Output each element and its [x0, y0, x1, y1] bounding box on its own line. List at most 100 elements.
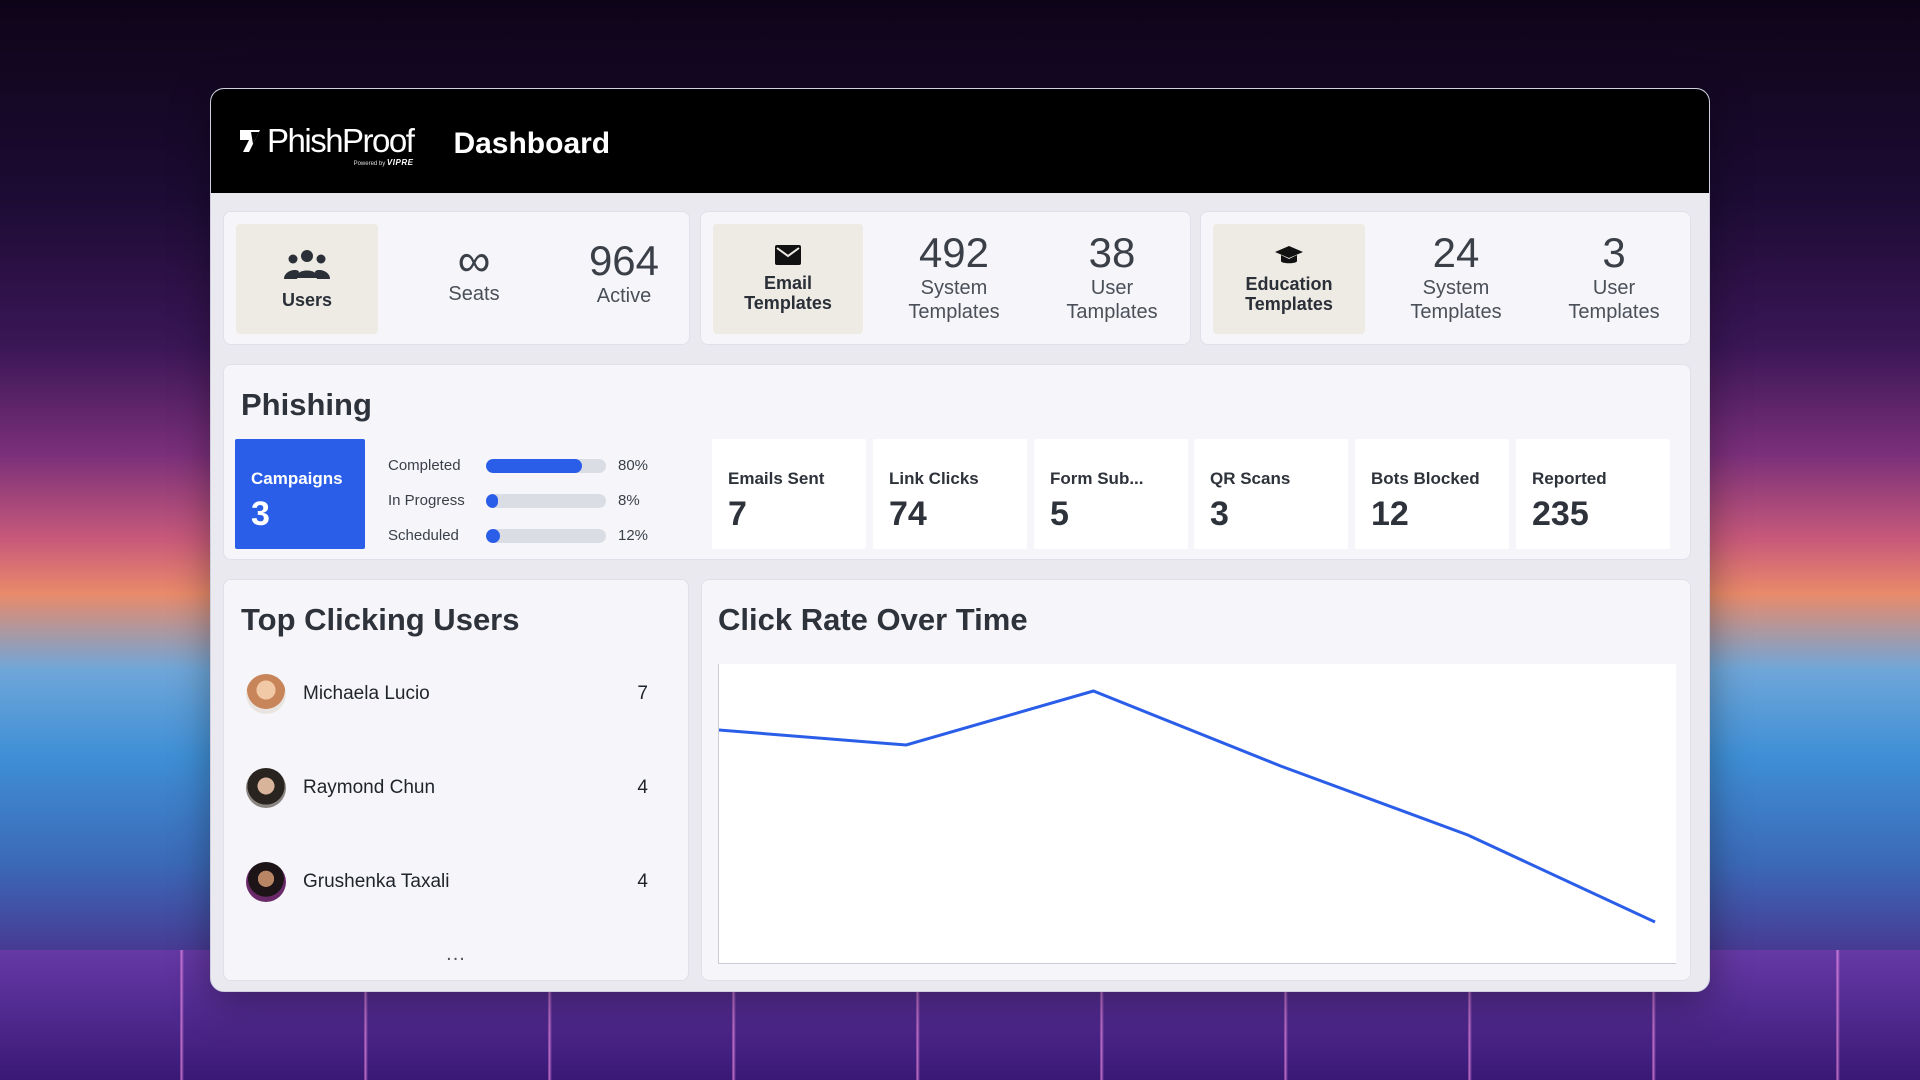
- education-user-value: 3: [1602, 229, 1626, 276]
- seats-value: ∞: [457, 234, 491, 286]
- metric-value: 12: [1371, 495, 1409, 533]
- email-user-label-1: User: [1090, 277, 1134, 299]
- progress-fill: [486, 493, 498, 508]
- metric-value: 7: [728, 495, 747, 533]
- campaigns-label: Campaigns: [251, 469, 343, 488]
- education-system-templates-stat: 24 System Templates: [1381, 230, 1531, 324]
- phishing-card: Phishing Campaigns 3 Completed 80% In Pr…: [223, 364, 1691, 560]
- chart-title: Click Rate Over Time: [718, 602, 1028, 637]
- campaigns-value: 3: [251, 495, 270, 533]
- metric-reported[interactable]: Reported 235: [1516, 439, 1670, 549]
- metric-label: Form Sub...: [1050, 469, 1144, 488]
- email-templates-card: Email Templates 492 System Templates 38 …: [700, 211, 1191, 345]
- click-rate-card: Click Rate Over Time: [701, 579, 1691, 981]
- metric-bots-blocked[interactable]: Bots Blocked 12: [1355, 439, 1509, 549]
- education-system-value: 24: [1432, 229, 1480, 276]
- education-templates-label-2: Templates: [1245, 294, 1333, 314]
- email-user-templates-stat: 38 User Tamplates: [1037, 230, 1187, 324]
- education-system-label-1: System: [1422, 277, 1490, 299]
- metric-form-submissions[interactable]: Form Sub... 5: [1034, 439, 1188, 549]
- user-name: Grushenka Taxali: [303, 871, 450, 892]
- brand-subtitle: Powered by VIPRE: [353, 158, 414, 167]
- more-users-button[interactable]: ...: [446, 943, 466, 965]
- metric-label: Link Clicks: [889, 469, 979, 488]
- chart-plot-area: [718, 664, 1676, 964]
- user-click-count: 7: [637, 683, 648, 704]
- progress-percent: 80%: [618, 457, 649, 474]
- metric-label: QR Scans: [1210, 469, 1291, 488]
- user-row[interactable]: Michaela Lucio 7: [246, 672, 648, 716]
- progress-percent: 12%: [618, 527, 649, 544]
- progress-label: Scheduled: [388, 527, 459, 544]
- email-user-value: 38: [1088, 229, 1136, 276]
- metric-value: 3: [1210, 495, 1229, 533]
- education-user-templates-stat: 3 User Templates: [1539, 230, 1689, 324]
- avatar: [246, 674, 286, 714]
- avatar: [246, 768, 286, 808]
- users-icon: [284, 250, 330, 279]
- seats-stat: ∞ Seats: [404, 234, 544, 306]
- progress-fill: [486, 458, 582, 473]
- user-click-count: 4: [637, 777, 648, 798]
- email-system-label-1: System: [920, 277, 988, 299]
- user-click-count: 4: [637, 871, 648, 892]
- page-title: Dashboard: [453, 127, 611, 160]
- stats-row: Users ∞ Seats 964 Active Email Templates: [223, 211, 1691, 347]
- metric-label: Bots Blocked: [1371, 469, 1480, 488]
- progress-track: [486, 458, 606, 473]
- user-name: Michaela Lucio: [303, 683, 430, 704]
- progress-row-in-progress: In Progress 8%: [388, 483, 668, 518]
- click-rate-line-chart: [718, 689, 1656, 924]
- metric-emails-sent[interactable]: Emails Sent 7: [712, 439, 866, 549]
- progress-fill: [486, 528, 501, 543]
- email-templates-label-2: Templates: [744, 293, 832, 313]
- active-stat: 964 Active: [554, 238, 694, 308]
- education-templates-card: Education Templates 24 System Templates …: [1200, 211, 1691, 345]
- education-templates-tile[interactable]: Education Templates: [1213, 224, 1365, 334]
- progress-track: [486, 528, 606, 543]
- graduation-cap-icon: [1275, 246, 1303, 264]
- top-clicking-users-card: Top Clicking Users Michaela Lucio 7 Raym…: [223, 579, 689, 981]
- progress-percent: 8%: [618, 492, 640, 509]
- progress-track: [486, 493, 606, 508]
- brand-name: PhishProof: [267, 122, 415, 159]
- metric-value: 235: [1532, 495, 1589, 533]
- email-system-label-2: Templates: [908, 301, 1000, 323]
- email-templates-tile[interactable]: Email Templates: [713, 224, 863, 334]
- users-tile-label: Users: [281, 290, 333, 310]
- logo-mark-icon: [240, 130, 260, 152]
- top-bar: PhishProof Powered by VIPRE Dashboard: [211, 89, 1709, 193]
- education-system-label-2: Templates: [1410, 301, 1502, 323]
- campaign-progress-list: Completed 80% In Progress 8% Scheduled 1…: [388, 448, 668, 553]
- metric-value: 5: [1050, 495, 1069, 533]
- email-system-templates-stat: 492 System Templates: [879, 230, 1029, 324]
- active-value: 964: [588, 237, 660, 284]
- progress-row-completed: Completed 80%: [388, 448, 668, 483]
- click-rate-series-line: [718, 689, 1656, 924]
- campaigns-tile[interactable]: Campaigns 3: [235, 439, 365, 549]
- education-templates-label-1: Education: [1245, 274, 1333, 294]
- active-label: Active: [596, 285, 652, 307]
- email-system-value: 492: [918, 229, 990, 276]
- metric-value: 74: [889, 495, 927, 533]
- users-stat-card: Users ∞ Seats 964 Active: [223, 211, 690, 345]
- education-user-label-1: User: [1592, 277, 1636, 299]
- envelope-icon: [775, 245, 801, 265]
- brand-logo[interactable]: PhishProof Powered by VIPRE: [237, 122, 415, 167]
- metric-qr-scans[interactable]: QR Scans 3: [1194, 439, 1348, 549]
- top-users-title: Top Clicking Users: [241, 602, 520, 637]
- metric-label: Reported: [1532, 469, 1607, 488]
- metric-link-clicks[interactable]: Link Clicks 74: [873, 439, 1027, 549]
- metric-label: Emails Sent: [728, 469, 825, 488]
- progress-label: Completed: [388, 457, 461, 474]
- user-name: Raymond Chun: [303, 777, 436, 798]
- email-user-label-2: Tamplates: [1066, 301, 1158, 323]
- progress-row-scheduled: Scheduled 12%: [388, 518, 668, 553]
- user-row[interactable]: Grushenka Taxali 4: [246, 860, 648, 904]
- users-tile[interactable]: Users: [236, 224, 378, 334]
- seats-label: Seats: [448, 283, 500, 305]
- education-user-label-2: Templates: [1568, 301, 1660, 323]
- user-row[interactable]: Raymond Chun 4: [246, 766, 648, 810]
- progress-label: In Progress: [388, 492, 465, 509]
- avatar: [246, 862, 286, 902]
